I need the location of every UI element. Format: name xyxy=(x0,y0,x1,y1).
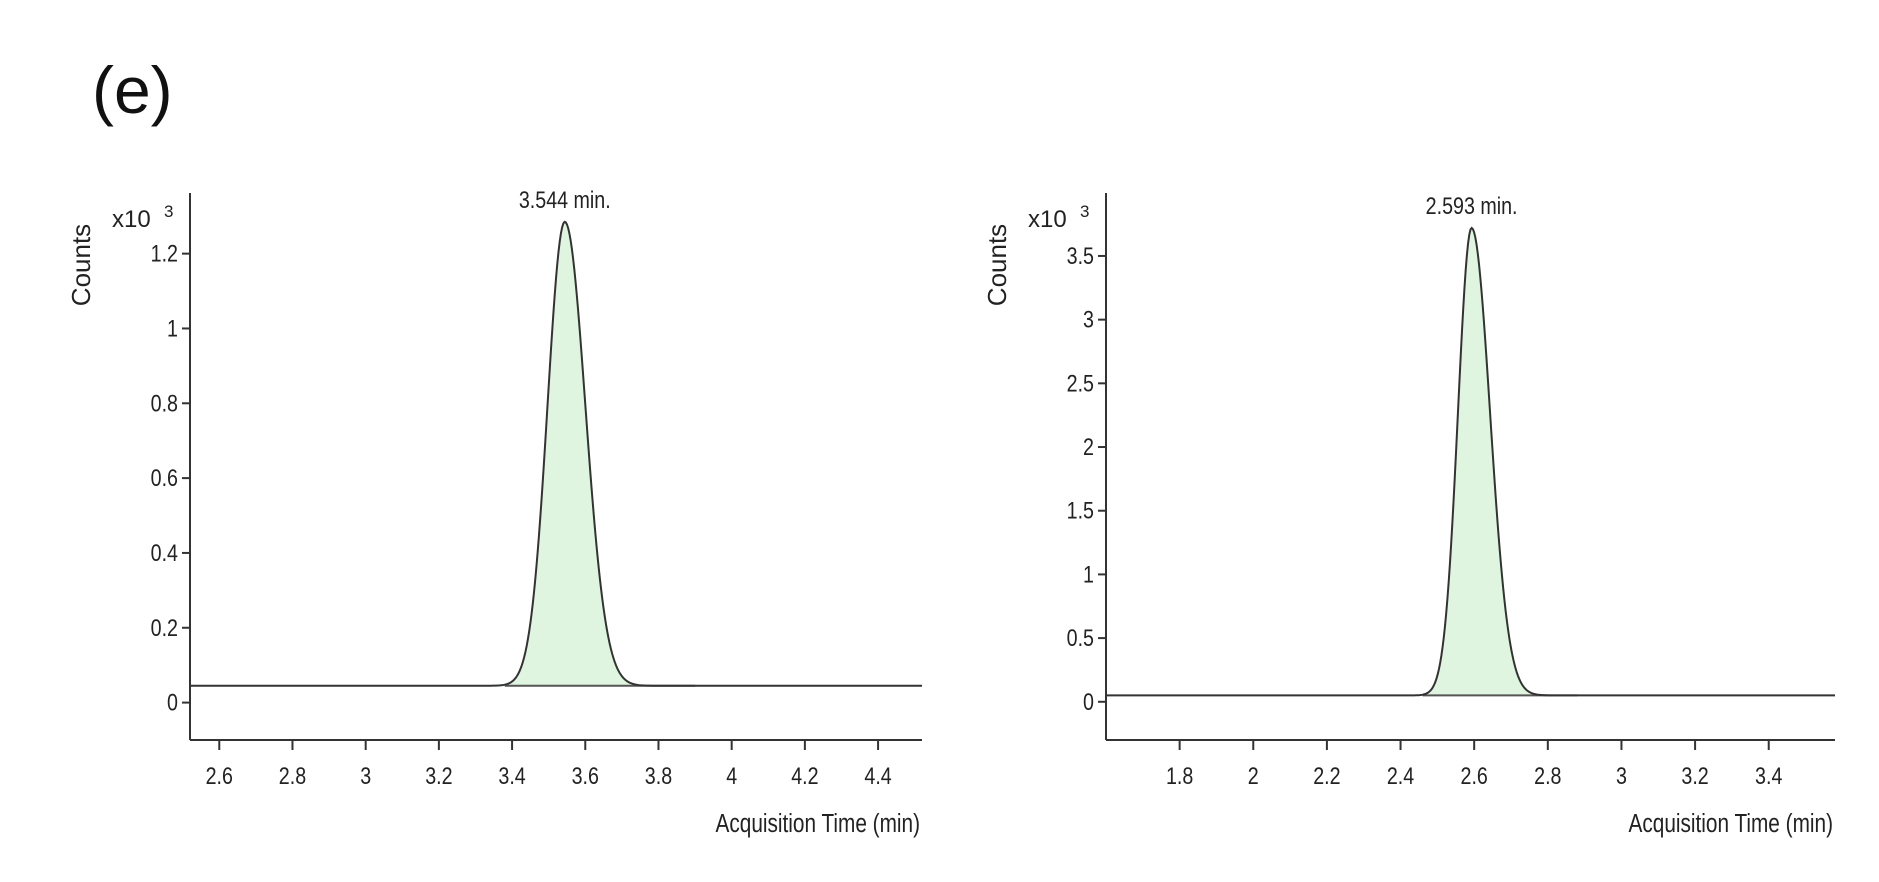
peak-area-fill xyxy=(504,221,696,686)
x-tick-label: 2.8 xyxy=(279,762,306,789)
y-axis-label: Counts xyxy=(66,224,96,306)
y-axis-label: Counts xyxy=(982,224,1012,306)
y-multiplier-label: x10 xyxy=(1028,206,1067,233)
x-tick-label: 3 xyxy=(1616,762,1627,789)
x-axis-label: Acquisition Time (min) xyxy=(716,809,920,838)
y-exponent-label: 3 xyxy=(1080,202,1089,221)
y-tick-label: 0.8 xyxy=(151,389,178,416)
y-tick-label: 0 xyxy=(1083,688,1094,715)
y-tick-label: 0 xyxy=(167,689,178,716)
y-tick-label: 1.5 xyxy=(1067,497,1094,524)
y-tick-label: 0.4 xyxy=(151,539,178,566)
x-tick-label: 2 xyxy=(1248,762,1259,789)
x-tick-label: 4.4 xyxy=(864,762,891,789)
chromatogram-trace xyxy=(1106,226,1835,697)
y-tick-label: 1 xyxy=(1083,561,1094,588)
x-tick-label: 2.6 xyxy=(1461,762,1488,789)
y-exponent-label: 3 xyxy=(164,202,173,221)
y-tick-label: 2 xyxy=(1083,433,1094,460)
peak-annotation: 2.593 min. xyxy=(1426,192,1518,219)
panel-label: (e) xyxy=(92,53,173,127)
y-tick-label: 3 xyxy=(1083,306,1094,333)
x-axis-label: Acquisition Time (min) xyxy=(1629,809,1833,838)
x-tick-label: 3 xyxy=(360,762,371,789)
x-tick-label: 2.4 xyxy=(1387,762,1414,789)
x-tick-label: 3.2 xyxy=(1681,762,1708,789)
y-tick-label: 3.5 xyxy=(1067,242,1094,269)
y-tick-label: 0.2 xyxy=(151,614,178,641)
y-multiplier-label: x10 xyxy=(112,206,151,233)
chromatogram-trace xyxy=(190,220,922,687)
y-tick-label: 0.5 xyxy=(1067,624,1094,651)
chart-panel-1: 0 0.2 0.4 0.6 0.8 1 1.2 2.6 2.8 3 3.2 3.4 3.6 3.8 4 4.2… xyxy=(66,186,922,838)
y-tick-label: 2.5 xyxy=(1067,369,1094,396)
x-tick-label: 2.6 xyxy=(206,762,233,789)
x-tick-label: 1.8 xyxy=(1166,762,1193,789)
chart-panel-2: 0 0.5 1 1.5 2 2.5 3 3.5 1.8 2 2.2 2.4 2.6 2.8 3 3.2 3.4 A… xyxy=(982,192,1835,838)
x-tick-label: 2.8 xyxy=(1534,762,1561,789)
y-tick-label: 0.6 xyxy=(151,464,178,491)
y-tick-label: 1.2 xyxy=(151,240,178,267)
x-tick-label: 3.6 xyxy=(572,762,599,789)
x-tick-label: 4 xyxy=(726,762,737,789)
y-tick-label: 1 xyxy=(167,315,178,342)
x-tick-label: 4.2 xyxy=(791,762,818,789)
x-tick-label: 2.2 xyxy=(1313,762,1340,789)
x-tick-label: 3.8 xyxy=(645,762,672,789)
peak-annotation: 3.544 min. xyxy=(519,186,611,213)
x-tick-label: 3.4 xyxy=(498,762,525,789)
x-tick-label: 3.2 xyxy=(425,762,452,789)
x-tick-label: 3.4 xyxy=(1755,762,1782,789)
